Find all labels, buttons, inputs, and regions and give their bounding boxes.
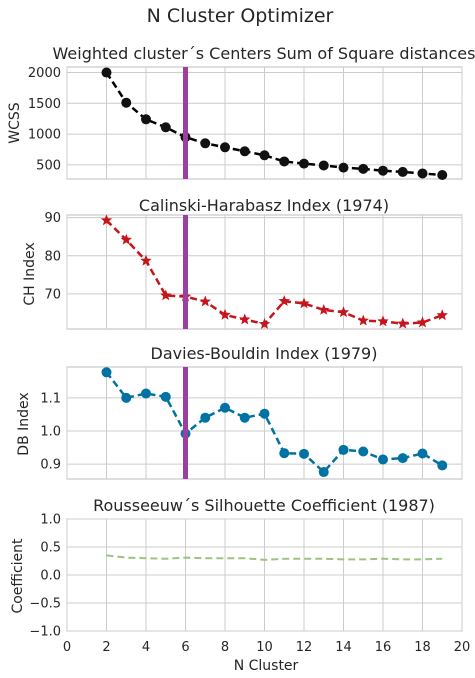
data-point (259, 408, 270, 419)
data-point (437, 460, 448, 471)
panel-db-plot: 0.9 1.0 1.1 (40, 366, 463, 480)
y-tick-label: 80 (44, 249, 61, 264)
x-tick-label: 10 (256, 640, 273, 655)
data-point (358, 163, 369, 174)
y-tick-label: 2000 (28, 66, 61, 81)
panel-silhouette-ylabel: Coefficient (10, 538, 26, 614)
data-point (397, 166, 408, 177)
panel-wcss-title: Weighted cluster´s Centers Sum of Square… (53, 44, 475, 63)
data-point (101, 367, 112, 378)
y-tick-label: 1.0 (40, 513, 61, 528)
data-point (101, 67, 112, 78)
panel-db: Davies-Bouldin Index (1979) DB Index 0.9… (16, 344, 463, 480)
panel-silhouette-title: Rousseeuw´s Silhouette Coefficient (1987… (93, 496, 435, 515)
data-point (299, 448, 309, 459)
data-point (377, 315, 389, 327)
data-point (416, 316, 429, 328)
panel-db-title: Davies-Bouldin Index (1979) (151, 344, 378, 363)
data-point (220, 142, 230, 153)
data-point (160, 122, 171, 133)
data-point (318, 467, 329, 478)
data-point (437, 170, 448, 180)
data-point (141, 114, 151, 125)
figure-suptitle: N Cluster Optimizer (147, 5, 334, 27)
data-point (318, 303, 330, 315)
panel-ch: Calinski-Harabasz Index (1974) CH Index … (22, 196, 463, 330)
data-point (299, 158, 309, 169)
data-point (220, 402, 230, 413)
data-point (239, 313, 251, 325)
data-point (397, 317, 409, 329)
data-point (239, 146, 250, 157)
data-point (219, 308, 231, 320)
data-point (417, 168, 428, 179)
y-tick-label: 90 (44, 211, 61, 226)
data-point (436, 309, 448, 321)
y-tick-label: 1000 (28, 128, 61, 143)
data-point (200, 412, 211, 423)
data-point (337, 306, 350, 318)
y-tick-label: 0.0 (40, 569, 61, 584)
data-point (318, 160, 329, 171)
y-tick-label: −0.5 (29, 597, 61, 612)
x-tick-label: 6 (181, 640, 189, 655)
data-point (298, 297, 310, 309)
data-point (378, 165, 388, 176)
data-point (200, 138, 211, 149)
x-tick-label: 20 (454, 640, 471, 655)
data-point (100, 214, 113, 226)
data-point (199, 295, 211, 307)
y-tick-label: 70 (44, 287, 61, 302)
x-tick-label: 16 (375, 640, 392, 655)
x-tick-label: 18 (414, 640, 431, 655)
y-tick-label: 1500 (28, 97, 61, 112)
x-tick-label: 8 (221, 640, 229, 655)
data-point (397, 453, 408, 464)
panel-ch-title: Calinski-Harabasz Index (1974) (139, 196, 389, 215)
x-tick-label: 12 (296, 640, 313, 655)
data-point (357, 314, 369, 326)
panel-ch-plot: 70 80 90 (44, 211, 463, 330)
data-point (338, 162, 349, 173)
x-tick-label: 4 (142, 640, 150, 655)
y-tick-label: 0.9 (40, 458, 61, 473)
y-tick-label: 1.0 (40, 424, 61, 439)
series-line (105, 219, 443, 326)
panel-wcss-plot: 500 1000 1500 2000 (28, 66, 463, 180)
data-point (279, 156, 290, 167)
data-point (417, 448, 428, 459)
data-point (140, 254, 152, 266)
series-line (106, 554, 443, 561)
data-point (378, 454, 388, 465)
panel-silhouette-plot: 0 2 4 6 8 10 12 14 16 18 20 −1.0 −0.5 0.0 0.5 1.0 (29, 513, 470, 656)
panel-silhouette-xlabel: N Cluster (234, 658, 299, 674)
data-point (121, 97, 132, 108)
data-point (160, 289, 172, 301)
data-point (160, 391, 171, 402)
data-point (259, 150, 270, 161)
panel-db-ylabel: DB Index (16, 392, 32, 455)
data-point (121, 392, 132, 403)
data-point (258, 318, 271, 329)
y-tick-label: −1.0 (29, 625, 61, 640)
data-point (358, 446, 369, 457)
data-point (141, 388, 151, 399)
panel-silhouette: Rousseeuw´s Silhouette Coefficient (1987… (10, 496, 470, 674)
panel-ch-ylabel: CH Index (22, 242, 38, 305)
data-point (279, 448, 290, 459)
data-point (239, 412, 250, 423)
y-tick-label: 500 (36, 158, 61, 173)
panel-wcss-ylabel: WCSS (7, 102, 23, 144)
x-tick-label: 0 (63, 640, 71, 655)
panel-wcss: Weighted cluster´s Centers Sum of Square… (7, 44, 475, 180)
data-point (278, 295, 290, 307)
y-tick-label: 0.5 (40, 541, 61, 556)
x-tick-label: 14 (335, 640, 352, 655)
data-point (338, 444, 349, 455)
data-point (120, 233, 132, 245)
y-tick-label: 1.1 (40, 391, 61, 406)
x-tick-label: 2 (102, 640, 110, 655)
